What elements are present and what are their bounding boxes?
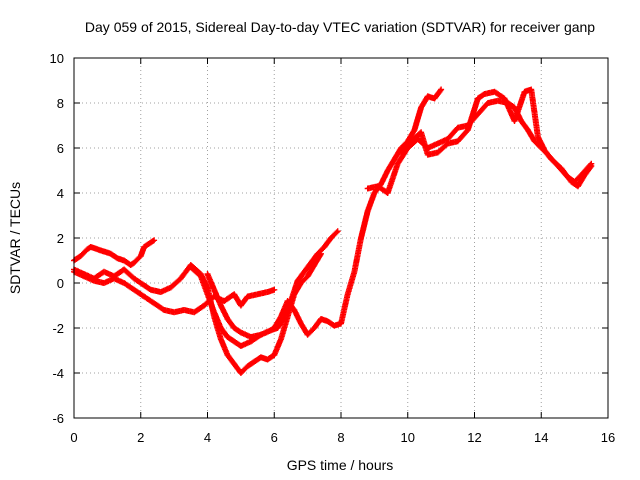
series-5	[204, 86, 445, 340]
series-7	[398, 86, 595, 190]
series-1	[71, 237, 158, 268]
x-tick-label: 14	[534, 430, 548, 445]
x-tick-label: 0	[70, 430, 77, 445]
x-tick-label: 4	[204, 430, 211, 445]
series-6	[364, 97, 595, 196]
y-axis-label: SDTVAR / TECUs	[7, 182, 23, 294]
x-axis-label: GPS time / hours	[287, 457, 394, 473]
y-tick-label: -6	[52, 411, 64, 426]
series-markers	[204, 86, 445, 340]
y-tick-label: 4	[57, 186, 64, 201]
x-tick-label: 6	[271, 430, 278, 445]
series-markers	[398, 86, 595, 190]
y-tick-label: 0	[57, 276, 64, 291]
series-markers	[71, 237, 158, 268]
x-tick-label: 16	[601, 430, 615, 445]
y-tick-label: 10	[50, 51, 64, 66]
x-tick-label: 12	[467, 430, 481, 445]
y-tick-label: 2	[57, 231, 64, 246]
y-tick-label: -2	[52, 321, 64, 336]
x-tick-label: 10	[401, 430, 415, 445]
axis-ticks: 0 2 4 6 8 10 12 14 16 -6 -4 -2 0 2 4 6 8 10	[50, 51, 616, 445]
y-tick-label: -4	[52, 366, 64, 381]
x-tick-label: 8	[337, 430, 344, 445]
series-markers	[364, 97, 595, 196]
chart-title: Day 059 of 2015, Sidereal Day-to-day VTE…	[85, 19, 595, 35]
data-marks	[71, 86, 595, 376]
y-tick-label: 8	[57, 96, 64, 111]
x-tick-label: 2	[137, 430, 144, 445]
y-tick-label: 6	[57, 141, 64, 156]
